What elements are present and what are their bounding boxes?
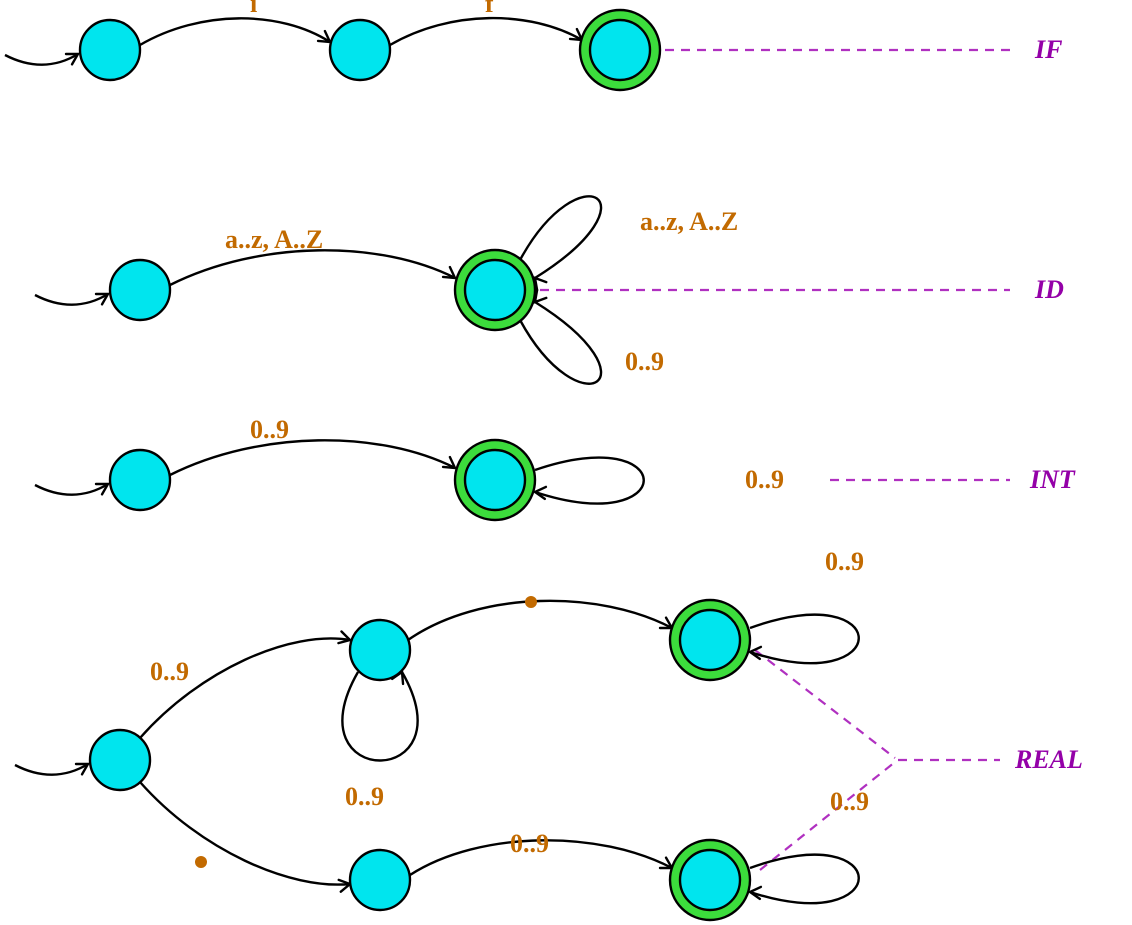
state	[110, 450, 170, 510]
transition-edge	[170, 250, 455, 285]
token-label: IF	[1034, 35, 1062, 64]
transition-edge	[390, 18, 582, 45]
accept-state	[680, 610, 740, 670]
edge-label: a..z, A..Z	[640, 207, 738, 236]
transition-edge	[535, 458, 644, 504]
edge-label: 0..9	[150, 657, 189, 686]
accept-state	[680, 850, 740, 910]
edge-label-dot	[525, 596, 537, 608]
edge-label: f	[485, 0, 494, 18]
transition-edge	[750, 855, 859, 904]
state-machine-diagram: i f IF a..z, A..Z a..z, A..Z 0..9 ID 0..9 0..9 IN…	[0, 0, 1132, 925]
state	[80, 20, 140, 80]
edge-label: 0..9	[830, 787, 869, 816]
transition-edge	[140, 638, 350, 738]
edge-label: 0..9	[625, 347, 664, 376]
transition-edge	[170, 440, 455, 475]
edge-label: i	[250, 0, 257, 18]
transition-edge	[140, 782, 350, 885]
transition-edge	[140, 18, 330, 45]
edge-label: a..z, A..Z	[225, 225, 323, 254]
state	[110, 260, 170, 320]
state	[90, 730, 150, 790]
transition-edge	[520, 302, 601, 384]
accept-state	[590, 20, 650, 80]
state	[350, 620, 410, 680]
transition-edge	[342, 672, 417, 761]
token-connector	[755, 650, 895, 758]
transition-edge	[408, 601, 672, 640]
state	[330, 20, 390, 80]
accept-state	[465, 260, 525, 320]
transition-edge	[750, 615, 859, 664]
transition-edge	[35, 484, 108, 495]
token-connector	[760, 762, 895, 870]
transition-edge	[35, 294, 108, 305]
token-label: INT	[1029, 465, 1076, 494]
token-label: REAL	[1014, 745, 1083, 774]
edge-label: 0..9	[510, 829, 549, 858]
edge-label: 0..9	[250, 415, 289, 444]
edge-label: 0..9	[825, 547, 864, 576]
edge-label: 0..9	[745, 465, 784, 494]
edge-label: 0..9	[345, 782, 384, 811]
transition-edge	[5, 54, 78, 65]
state	[350, 850, 410, 910]
accept-state	[465, 450, 525, 510]
edge-label-dot	[195, 856, 207, 868]
transition-edge	[520, 196, 601, 278]
transition-edge	[15, 764, 88, 775]
token-label: ID	[1034, 275, 1064, 304]
